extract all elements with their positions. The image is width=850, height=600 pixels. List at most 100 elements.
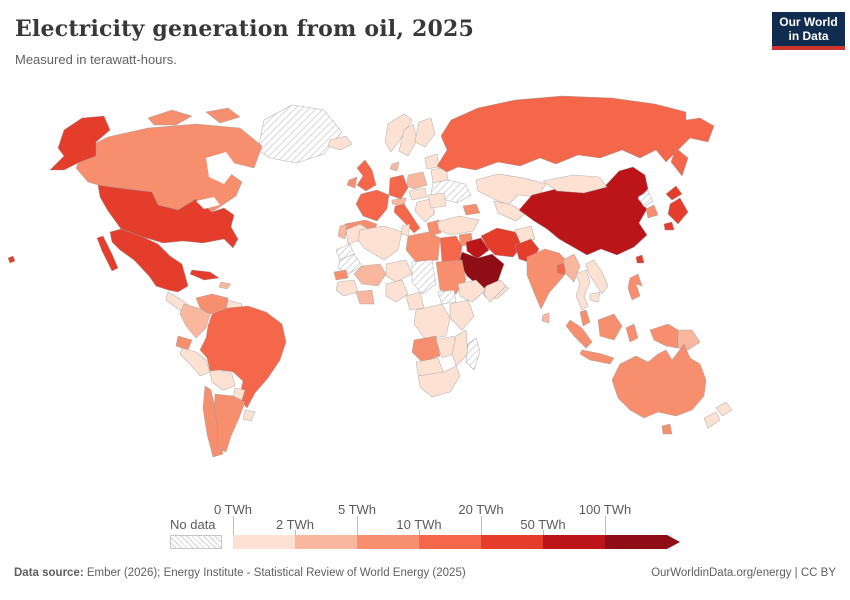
country-finland[interactable]	[414, 117, 436, 148]
country-caucasus[interactable]	[462, 203, 481, 216]
country-russia[interactable]	[670, 147, 689, 177]
country-south-sudan[interactable]	[437, 289, 457, 305]
country-drc[interactable]	[413, 303, 451, 341]
country-mozambique[interactable]	[451, 329, 469, 367]
country-sweden[interactable]	[398, 123, 418, 157]
country-india[interactable]	[526, 248, 570, 310]
legend-tick-label: 50 TWh	[520, 517, 566, 532]
country-niger[interactable]	[385, 259, 413, 283]
country-paraguay[interactable]	[232, 387, 246, 401]
legend-bin-2[interactable]	[357, 535, 419, 549]
country-ghana[interactable]	[355, 289, 375, 305]
country-australia[interactable]	[611, 343, 707, 419]
country-japan[interactable]	[663, 221, 675, 231]
country-somalia[interactable]	[483, 279, 507, 303]
country-malaysia[interactable]	[579, 309, 591, 327]
country-sri-lanka[interactable]	[541, 312, 550, 324]
country-italy[interactable]	[393, 203, 421, 234]
legend-bin-0[interactable]	[233, 535, 295, 549]
country-nigeria[interactable]	[385, 279, 409, 303]
legend-tick-label: 100 TWh	[578, 502, 632, 517]
country-ecuador[interactable]	[175, 335, 193, 351]
owid-logo-line2: in Data	[788, 29, 829, 43]
country-portugal[interactable]	[337, 223, 348, 240]
country-france[interactable]	[355, 189, 390, 222]
country-taiwan[interactable]	[635, 254, 645, 264]
legend-bin-3[interactable]	[419, 535, 481, 549]
legend-bin-4[interactable]	[481, 535, 543, 549]
country-usa[interactable]	[49, 115, 111, 171]
country-cameroon[interactable]	[405, 291, 425, 311]
footer-link[interactable]: OurWorldinData.org/energy | CC BY	[651, 567, 836, 579]
country-philippines[interactable]	[627, 273, 643, 301]
country-russia[interactable]	[436, 95, 715, 173]
country-indonesia[interactable]	[625, 323, 639, 343]
country-japan[interactable]	[665, 185, 683, 201]
country-iraq[interactable]	[465, 237, 490, 260]
country-cambodia[interactable]	[589, 291, 601, 303]
country-bangladesh[interactable]	[556, 262, 566, 276]
country-canada[interactable]	[147, 109, 193, 126]
country-madagascar[interactable]	[465, 337, 481, 371]
country-japan[interactable]	[667, 197, 689, 225]
country-kazakhstan[interactable]	[475, 173, 547, 206]
country-central-asia[interactable]	[493, 200, 527, 222]
country-romania[interactable]	[427, 192, 447, 209]
country-thailand[interactable]	[575, 269, 591, 311]
legend-tick	[357, 516, 358, 535]
country-poland[interactable]	[406, 171, 428, 190]
country-vietnam[interactable]	[585, 259, 609, 295]
country-tunisia[interactable]	[400, 223, 411, 237]
country-ireland[interactable]	[346, 176, 358, 189]
legend-tick-label: 5 TWh	[337, 502, 377, 517]
country-mongolia[interactable]	[542, 174, 608, 194]
country-uk[interactable]	[356, 159, 377, 192]
country-south-korea[interactable]	[645, 204, 659, 219]
country-iceland[interactable]	[327, 135, 353, 151]
country-denmark[interactable]	[389, 161, 400, 172]
country-norway[interactable]	[384, 113, 413, 153]
country-peru[interactable]	[179, 347, 211, 377]
country-indonesia[interactable]	[579, 349, 615, 365]
country-mexico[interactable]	[96, 235, 119, 272]
country-new-zealand[interactable]	[703, 411, 721, 429]
country-new-zealand[interactable]	[715, 401, 733, 417]
country-cuba[interactable]	[189, 269, 220, 281]
country-malaysia[interactable]	[597, 313, 623, 341]
country-usa[interactable]	[7, 255, 16, 264]
legend-no-data-swatch[interactable]	[170, 535, 222, 549]
country-algeria[interactable]	[357, 225, 403, 261]
country-germany[interactable]	[388, 174, 409, 200]
country-hispaniola[interactable]	[218, 281, 232, 290]
country-bolivia[interactable]	[209, 369, 236, 391]
country-mexico[interactable]	[109, 228, 189, 293]
owid-logo[interactable]: Our World in Data	[772, 12, 845, 50]
country-colombia[interactable]	[179, 303, 211, 339]
country-baltics[interactable]	[424, 153, 440, 170]
country-south-africa[interactable]	[417, 365, 461, 398]
country-turkey[interactable]	[436, 215, 480, 236]
country-argentina[interactable]	[213, 393, 246, 453]
country-mauritania[interactable]	[337, 253, 363, 275]
country-egypt[interactable]	[439, 235, 463, 263]
legend-bin-5[interactable]	[543, 535, 605, 549]
legend-bin-6[interactable]	[605, 535, 680, 549]
country-papua-new-guinea[interactable]	[677, 329, 701, 351]
country-uruguay[interactable]	[242, 409, 256, 422]
country-indonesia[interactable]	[649, 323, 679, 349]
legend-bin-1[interactable]	[295, 535, 357, 549]
country-australia[interactable]	[661, 423, 673, 435]
country-senegal[interactable]	[333, 269, 349, 281]
country-chad[interactable]	[411, 259, 437, 295]
country-north-korea[interactable]	[637, 190, 654, 208]
country-ethiopia[interactable]	[457, 279, 487, 303]
owid-logo-accent-bar	[772, 46, 845, 50]
country-kenya-tanzania[interactable]	[449, 299, 475, 331]
country-greenland[interactable]	[257, 104, 343, 164]
country-czech-hungary[interactable]	[408, 187, 428, 201]
country-indonesia[interactable]	[565, 319, 593, 349]
legend-tick	[605, 516, 606, 535]
country-canada[interactable]	[205, 107, 241, 124]
country-guinea-region[interactable]	[335, 279, 359, 297]
country-libya[interactable]	[405, 231, 441, 263]
